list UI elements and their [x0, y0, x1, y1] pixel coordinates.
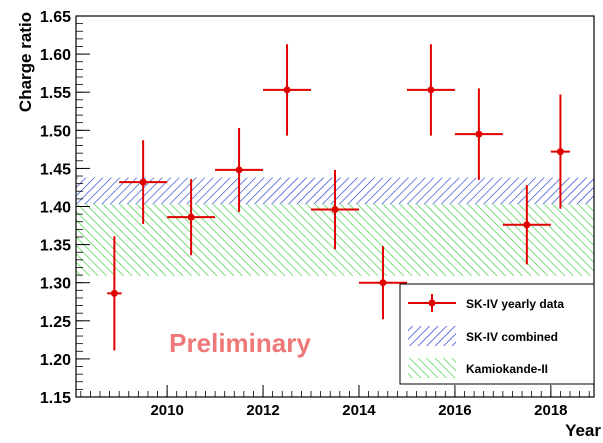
y-tick-label: 1.15 [40, 390, 71, 407]
point-marker [110, 289, 118, 297]
point-marker [331, 206, 339, 214]
data-point [406, 44, 455, 136]
y-tick-label: 1.55 [40, 85, 71, 102]
point-marker [139, 178, 147, 186]
axes-layer: 1.15 1.20 1.25 1.30 1.35 1.40 1.45 1.50 1.55 1.60… [40, 9, 595, 419]
data-point [263, 44, 312, 136]
y-tick-label: 1.20 [40, 352, 71, 369]
y-tick-label: 1.25 [40, 314, 71, 331]
legend-label: SK-IV yearly data [466, 297, 564, 311]
legend-label: Kamiokande-II [466, 362, 548, 376]
data-point [107, 236, 122, 351]
point-marker [475, 130, 483, 138]
x-axis-label: Year [565, 421, 601, 440]
legend-swatch [408, 326, 456, 346]
y-tick-label: 1.45 [40, 161, 71, 178]
legend-label: SK-IV combined [466, 330, 558, 344]
point-marker [187, 213, 195, 221]
point-marker [523, 221, 531, 229]
legend: SK-IV yearly data SK-IV combined Kamiokand… [399, 283, 595, 385]
y-tick-label: 1.60 [40, 47, 71, 64]
x-tick-label: 2016 [438, 402, 471, 419]
point-marker [235, 166, 243, 174]
y-tick-label: 1.35 [40, 238, 71, 255]
data-point [119, 140, 168, 225]
point-marker [379, 279, 387, 287]
x-tick-label: 2012 [246, 402, 279, 419]
data-point [167, 179, 216, 256]
point-marker [556, 148, 564, 156]
point-marker [427, 86, 435, 94]
x-tick-label: 2014 [342, 402, 376, 419]
legend-marker [428, 299, 436, 307]
legend-entry-sk-iv-combined: SK-IV combined [408, 326, 558, 346]
y-tick-label: 1.30 [40, 276, 71, 293]
data-point [311, 169, 359, 250]
data-point [550, 94, 571, 209]
x-tick-label: 2018 [534, 402, 567, 419]
data-point [454, 88, 503, 180]
legend-swatch [408, 358, 456, 378]
y-tick-label: 1.50 [40, 123, 71, 140]
data-point [502, 185, 551, 265]
preliminary-annotation: Preliminary [169, 328, 311, 358]
y-axis-label: Charge ratio [16, 12, 35, 112]
data-point [215, 128, 264, 212]
data-points-layer [107, 44, 571, 351]
y-tick-label: 1.40 [40, 200, 71, 217]
data-point [358, 246, 407, 320]
legend-entry-kamiokande-ii: Kamiokande-II [408, 358, 548, 378]
point-marker [283, 86, 291, 94]
y-tick-label: 1.65 [40, 9, 71, 26]
x-tick-label: 2010 [150, 402, 183, 419]
legend-entry-sk-iv-yearly-data: SK-IV yearly data [408, 294, 564, 312]
